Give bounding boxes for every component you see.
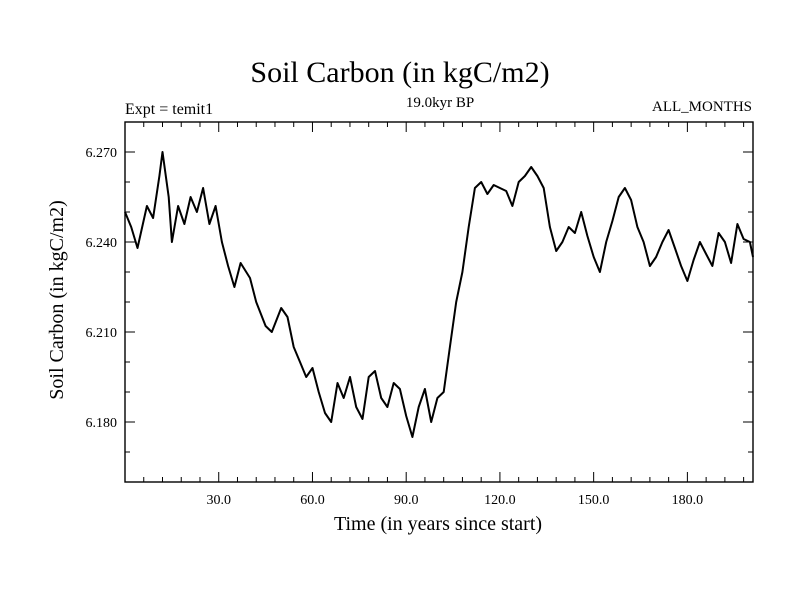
y-tick-label: 6.270 — [86, 146, 118, 161]
x-tick-label: 60.0 — [300, 493, 325, 508]
x-tick-label: 150.0 — [578, 493, 610, 508]
x-tick-label: 180.0 — [672, 493, 704, 508]
x-tick-label: 30.0 — [206, 493, 231, 508]
axis-ticks — [125, 122, 753, 482]
tick-labels: 30.0 60.0 90.0 120.0 150.0 180.0 6.180 6.210 6.2… — [86, 146, 704, 508]
x-axis-title: Time (in years since start) — [334, 513, 542, 535]
series-line — [124, 151, 754, 438]
period-label: 19.0kyr BP — [405, 95, 475, 111]
plot-border — [124, 121, 754, 483]
y-tick-label: 6.180 — [86, 416, 118, 431]
x-tick-label: 120.0 — [484, 493, 516, 508]
plot-area — [124, 121, 754, 483]
y-tick-label: 6.210 — [86, 326, 118, 341]
months-label: ALL_MONTHS — [652, 99, 752, 115]
x-tick-label: 90.0 — [394, 493, 419, 508]
experiment-label: Expt = temit1 — [125, 101, 214, 118]
y-axis-title: Soil Carbon (in kgC/m2) — [46, 200, 68, 399]
y-tick-label: 6.240 — [86, 236, 118, 251]
chart-title: Soil Carbon (in kgC/m2) — [250, 56, 550, 89]
series-layer — [124, 151, 754, 438]
